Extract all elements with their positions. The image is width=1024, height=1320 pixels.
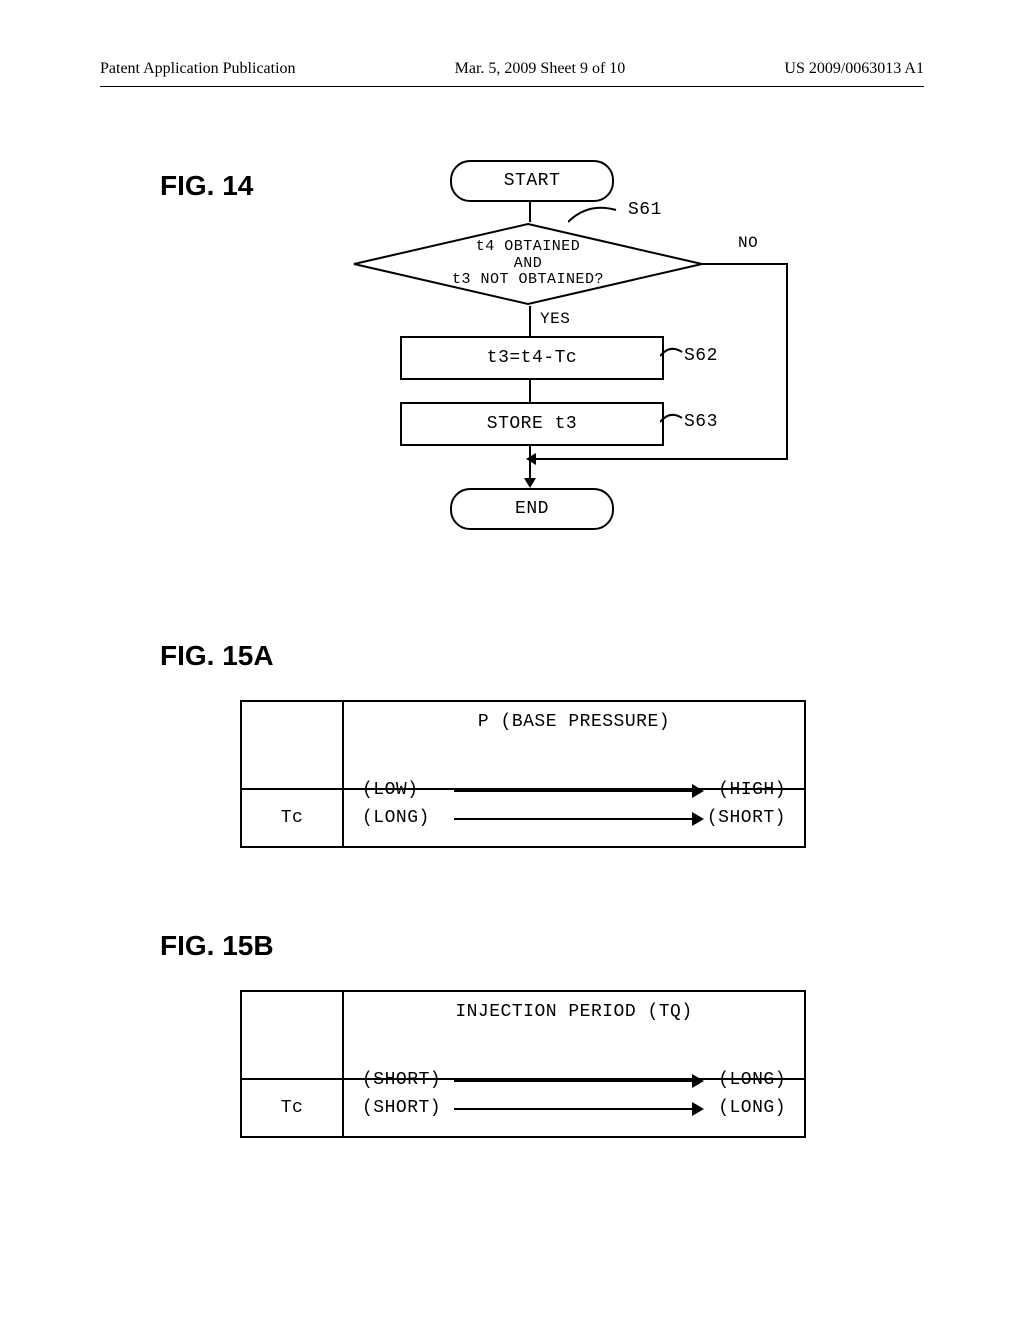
page-header: Patent Application Publication Mar. 5, 2…	[0, 60, 1024, 78]
ref-s62: S62	[684, 346, 718, 366]
ref-s63: S63	[684, 412, 718, 432]
end-terminal: END	[450, 488, 614, 530]
fig15b-table: INJECTION PERIOD (TQ) (SHORT) (LONG) Tc …	[240, 990, 806, 1138]
yes-label: YES	[540, 310, 570, 328]
fig15b-label: FIG. 15B	[160, 930, 274, 962]
fig15a-label: FIG. 15A	[160, 640, 274, 672]
step-s62: t3=t4-Tc	[400, 336, 664, 380]
fig15a-header: P (BASE PRESSURE)	[344, 702, 804, 732]
header-right: US 2009/0063013 A1	[784, 60, 924, 78]
fig14-label: FIG. 14	[160, 170, 253, 202]
step-s63: STORE t3	[400, 402, 664, 446]
ref-s61: S61	[628, 200, 662, 220]
fig15b-header: INJECTION PERIOD (TQ)	[344, 992, 804, 1022]
start-terminal: START	[450, 160, 614, 202]
no-label: NO	[738, 234, 758, 252]
header-left: Patent Application Publication	[100, 60, 296, 78]
fig15a-table: P (BASE PRESSURE) (LOW) (HIGH) Tc (LONG)…	[240, 700, 806, 848]
fig15b-rowlabel: Tc	[242, 1080, 344, 1136]
decision: t4 OBTAINED AND t3 NOT OBTAINED?	[352, 222, 704, 306]
fig14-flowchart: START S61 t4 OBTAINED AND t3 NOT OBTAINE…	[340, 160, 840, 540]
header-mid: Mar. 5, 2009 Sheet 9 of 10	[455, 60, 626, 78]
header-rule	[100, 86, 924, 87]
fig15a-rowlabel: Tc	[242, 790, 344, 846]
